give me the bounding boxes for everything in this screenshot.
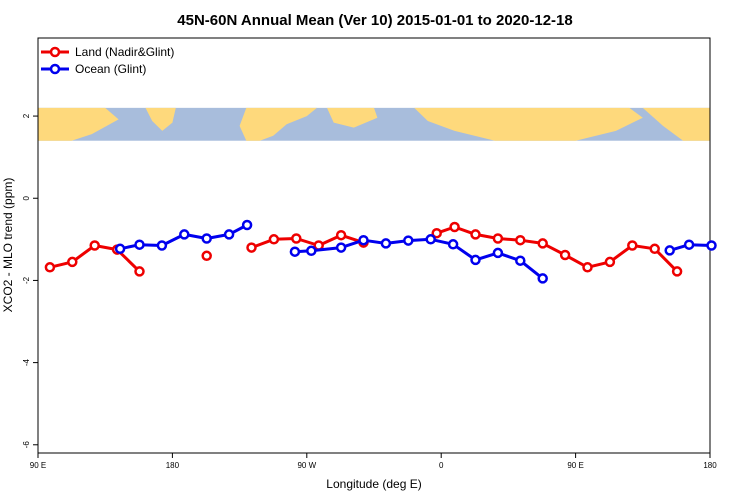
x-tick-label-4: 90 E	[567, 461, 583, 470]
series-layer	[44, 219, 717, 284]
series-1-point-0-2	[156, 240, 168, 251]
series-1-point-1-0	[289, 246, 301, 257]
series-1-point-0-5	[223, 229, 235, 240]
series-0-point-2-0	[246, 242, 257, 253]
chart-title: 45N-60N Annual Mean (Ver 10) 2015-01-01 …	[177, 12, 572, 29]
series-1-point-0-0	[114, 243, 126, 255]
series-1-point-0-4	[201, 233, 212, 244]
series-0-point-3-8	[604, 256, 616, 268]
series-1-point-1-6	[425, 234, 436, 245]
map-land-0	[38, 107, 119, 141]
x-axis: 90 E 180 90 W 0 90 E 180	[30, 453, 717, 470]
legend-item-land: Land (Nadir&Glint)	[41, 45, 174, 59]
series-0-point-3-11	[671, 266, 683, 277]
series-0-point-3-6	[559, 249, 571, 261]
legend-item-ocean: Ocean (Glint)	[41, 62, 146, 76]
series-0-point-3-10	[649, 243, 660, 255]
series-1-point-0-6	[241, 219, 253, 231]
series-0-point-2-2	[291, 233, 302, 244]
series-1-point-1-10	[515, 255, 526, 266]
series-0-point-1-0	[201, 250, 212, 262]
series-1-point-1-9	[492, 247, 504, 259]
y-axis-label: XCO2 - MLO trend (ppm)	[1, 178, 15, 313]
x-tick-label-2: 90 W	[297, 461, 316, 470]
legend-marker-land	[49, 46, 61, 58]
series-0-point-2-4	[335, 229, 347, 241]
legend-label-land: Land (Nadir&Glint)	[75, 45, 174, 59]
series-0-point-0-4	[134, 266, 145, 277]
y-axis: -6 -4 -2 0 2	[22, 113, 38, 448]
series-1-point-0-3	[179, 229, 190, 240]
series-0-point-3-7	[582, 262, 593, 273]
series-1-point-1-4	[380, 238, 392, 249]
map-land-3	[327, 107, 378, 128]
series-0-point-3-2	[470, 229, 481, 240]
series-0-point-3-4	[515, 234, 526, 246]
series-1-point-1-5	[403, 235, 414, 246]
x-tick-label-0: 90 E	[30, 461, 46, 470]
legend-label-ocean: Ocean (Glint)	[75, 62, 146, 76]
map-land-1	[145, 107, 176, 131]
map-land-4	[414, 107, 643, 141]
legend-marker-ocean	[49, 63, 61, 75]
map-land-5	[642, 107, 710, 141]
series-0-point-3-9	[627, 240, 638, 251]
series-1-point-0-1	[134, 239, 145, 250]
map-strip	[38, 107, 710, 141]
x-tick-label-3: 0	[439, 461, 444, 470]
x-tick-label-1: 180	[166, 461, 180, 470]
series-0-point-3-0	[431, 227, 442, 239]
series-1-point-1-2	[335, 242, 347, 253]
x-axis-label: Longitude (deg E)	[326, 477, 421, 491]
map-land-2	[239, 107, 317, 141]
y-tick-label-4: 2	[22, 113, 31, 118]
series-1-line-1	[294, 237, 544, 280]
y-tick-label-0: -6	[22, 441, 31, 449]
series-0-point-0-0	[44, 262, 56, 273]
series-1-point-2-0	[664, 245, 675, 256]
series-0-point-3-5	[537, 238, 548, 249]
legend: Land (Nadir&Glint) Ocean (Glint)	[41, 45, 174, 76]
series-1-point-1-1	[306, 245, 317, 257]
y-tick-label-2: -2	[22, 276, 31, 284]
series-1-point-1-11	[537, 273, 548, 284]
series-0-point-0-1	[67, 256, 78, 268]
series-1-point-1-8	[470, 254, 481, 266]
x-tick-label-5: 180	[703, 461, 717, 470]
y-tick-label-1: -4	[22, 359, 31, 367]
series-1-point-1-3	[358, 234, 369, 246]
series-1-point-2-1	[683, 239, 695, 250]
series-1-point-2-2	[706, 240, 717, 251]
series-0-point-2-1	[268, 234, 280, 245]
series-0-point-0-2	[89, 240, 100, 251]
series-0-point-3-1	[449, 221, 460, 233]
y-tick-label-3: 0	[22, 195, 31, 200]
series-1-point-1-7	[447, 239, 459, 250]
series-0-point-3-3	[492, 233, 504, 244]
